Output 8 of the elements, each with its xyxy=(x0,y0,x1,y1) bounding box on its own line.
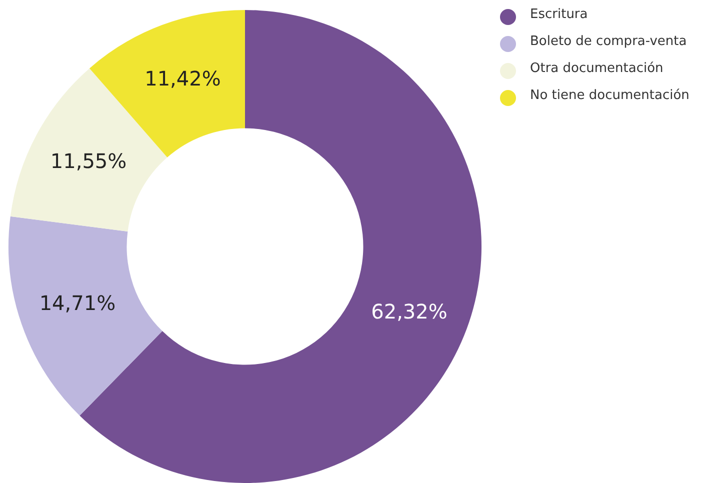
legend-label: Escritura xyxy=(530,7,588,22)
data-label: 11,42% xyxy=(144,66,221,91)
legend-label: No tiene documentación xyxy=(530,88,690,103)
legend-label: Otra documentación xyxy=(530,61,664,76)
data-label: 11,55% xyxy=(50,149,127,174)
data-label: 14,71% xyxy=(39,290,116,315)
data-label: 62,32% xyxy=(371,300,448,324)
legend-label: Boleto de compra-venta xyxy=(530,34,687,49)
